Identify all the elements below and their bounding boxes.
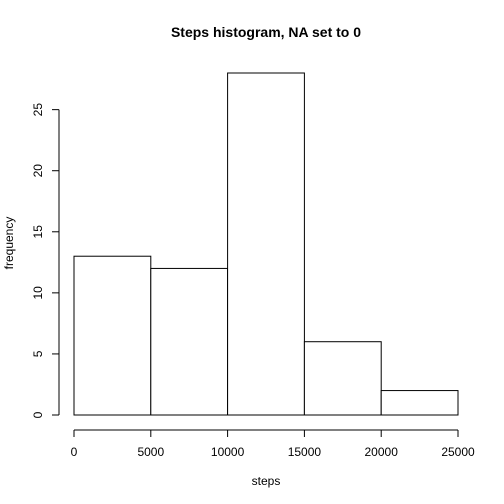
y-tick-label-1: 5 [31, 350, 45, 357]
y-tick-label-0: 0 [31, 411, 45, 418]
x-tick-label-5: 25000 [441, 445, 475, 459]
y-tick-label-2: 10 [31, 286, 45, 300]
x-axis: 0 5000 10000 15000 20000 25000 [71, 430, 475, 459]
x-tick-label-3: 15000 [288, 445, 322, 459]
x-tick-label-1: 5000 [137, 445, 164, 459]
histogram-bar-4 [381, 391, 458, 415]
histogram-bar-1 [151, 268, 228, 415]
y-tick-label-4: 20 [31, 164, 45, 178]
histogram-bar-2 [228, 73, 305, 415]
x-axis-label: steps [252, 474, 281, 488]
histogram-bar-0 [74, 256, 151, 415]
y-axis-label: frequency [2, 217, 16, 270]
x-tick-label-2: 10000 [211, 445, 245, 459]
y-tick-label-5: 25 [31, 103, 45, 117]
x-tick-label-0: 0 [71, 445, 78, 459]
y-tick-label-3: 15 [31, 225, 45, 239]
bars-group [74, 73, 458, 415]
y-axis: 0 5 10 15 20 25 [31, 103, 59, 419]
histogram-bar-3 [304, 342, 381, 415]
x-tick-label-4: 20000 [365, 445, 399, 459]
chart-title: Steps histogram, NA set to 0 [171, 24, 361, 40]
